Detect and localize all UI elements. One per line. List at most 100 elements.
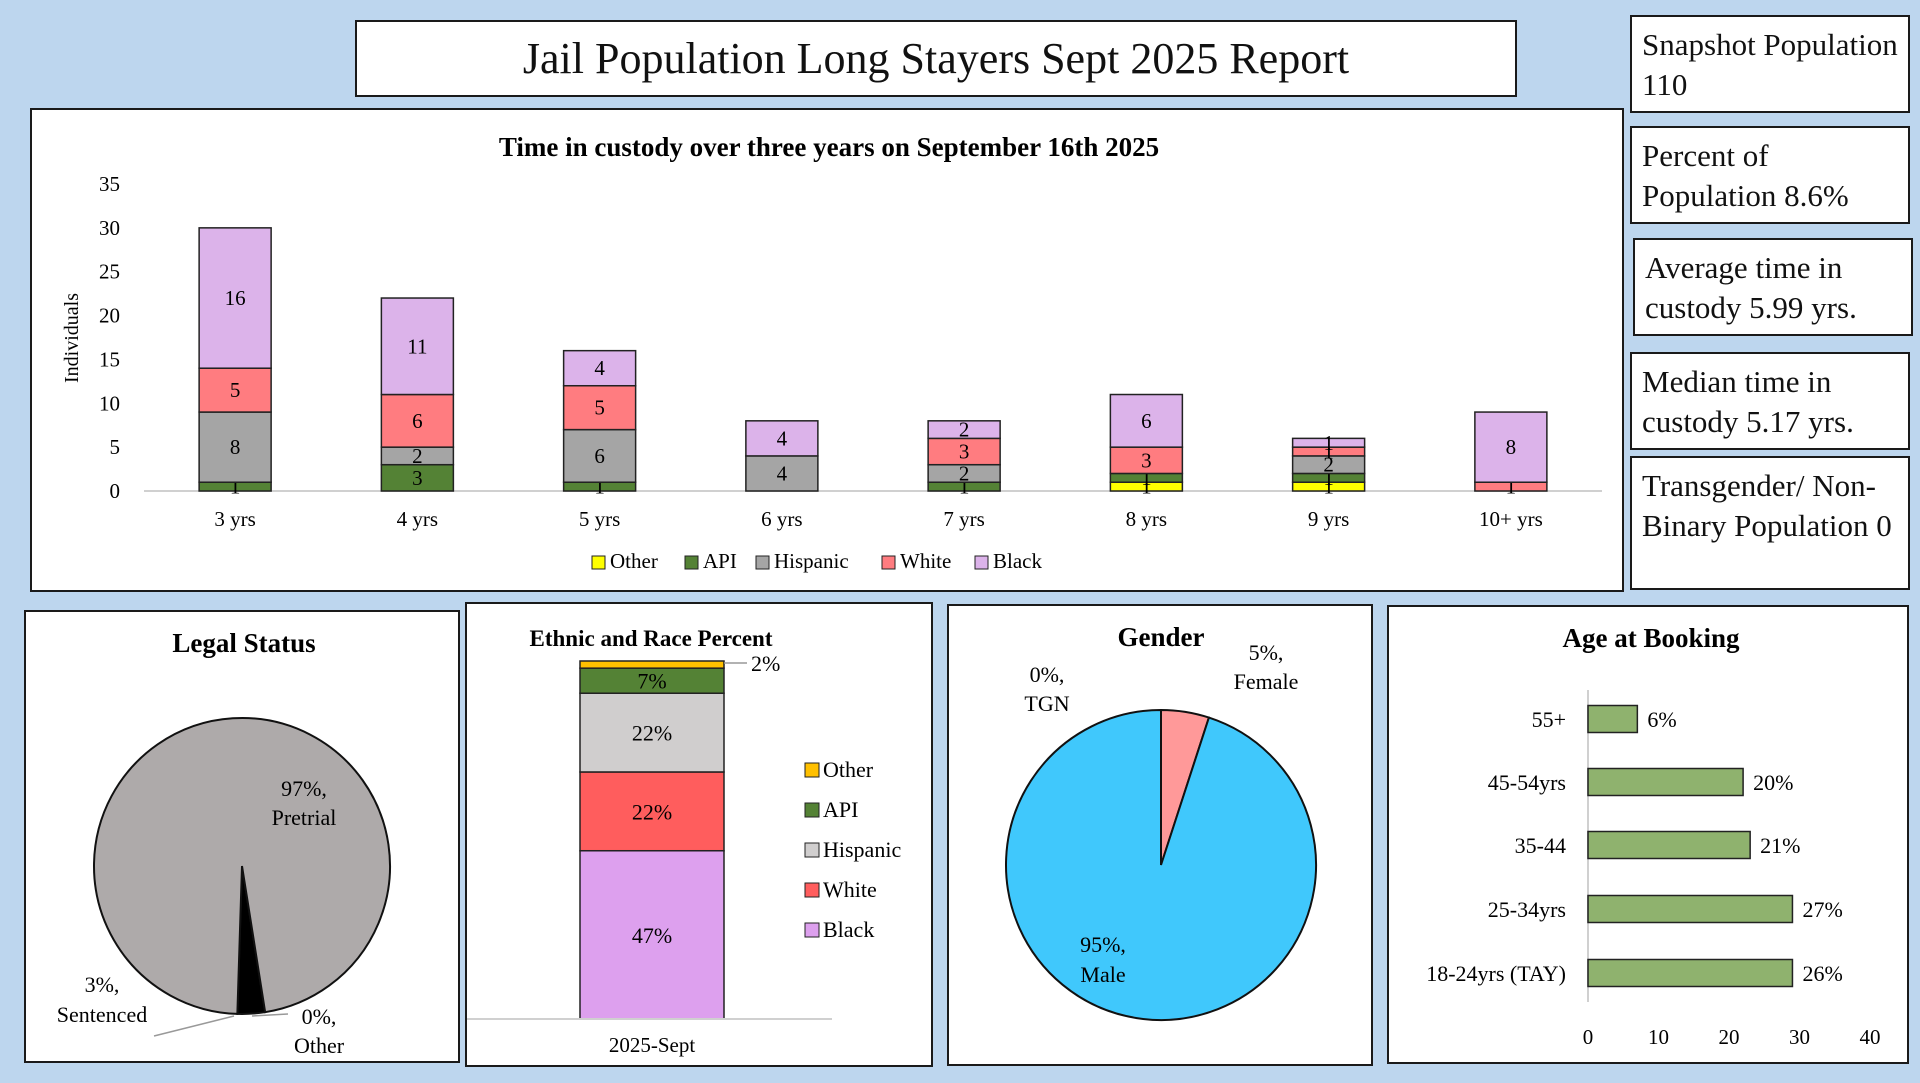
custody-bar-black xyxy=(198,227,272,369)
stat-average-text: Average time in custody 5.99 yrs. xyxy=(1645,250,1857,325)
stat-percent-text: Percent of Population 8.6% xyxy=(1642,138,1849,213)
custody-legend-label: Other xyxy=(610,549,658,573)
legal-status-title: Legal Status xyxy=(172,628,315,658)
legal-label-pretrial-pct: 97%, xyxy=(281,776,327,801)
custody-x-tick-label: 10+ yrs xyxy=(1479,507,1543,531)
custody-legend-swatch-other xyxy=(591,555,606,570)
custody-y-tick-label: 30 xyxy=(99,216,120,240)
custody-bar-data-label: 1 xyxy=(594,475,605,499)
custody-legend-swatch-api xyxy=(684,555,699,570)
custody-bar-data-label: 2 xyxy=(959,418,970,442)
age-x-tick-label: 40 xyxy=(1860,1025,1881,1049)
ethnic-bar-white xyxy=(579,771,725,852)
custody-y-tick-label: 10 xyxy=(99,391,120,415)
ethnic-race-title: Ethnic and Race Percent xyxy=(530,626,773,651)
custody-x-tick-label: 9 yrs xyxy=(1308,507,1349,531)
custody-bar-data-label: 1 xyxy=(1506,475,1517,499)
ethnic-bar-data-label: 22% xyxy=(632,799,672,824)
age-y-tick-label: 18-24yrs (TAY) xyxy=(1426,961,1566,986)
custody-bar-data-label: 1 xyxy=(1141,466,1152,490)
custody-bar-black xyxy=(562,349,637,387)
legal-label-sentenced-name: Sentenced xyxy=(57,1002,147,1027)
gender-label-tgn-pct: 0%, xyxy=(1030,662,1065,687)
gender-label-female-name: Female xyxy=(1234,669,1299,694)
custody-y-tick-label: 0 xyxy=(110,479,121,503)
age-bar-data-label: 20% xyxy=(1753,770,1793,795)
report-title-box: Jail Population Long Stayers Sept 2025 R… xyxy=(355,20,1517,97)
ethnic-legend-swatch-hispanic xyxy=(804,842,820,858)
age-x-tick-label: 30 xyxy=(1789,1025,1810,1049)
custody-bar-data-label: 6 xyxy=(1141,409,1152,433)
custody-bar-white xyxy=(562,384,637,431)
age-title: Age at Booking xyxy=(1562,623,1740,653)
custody-bar-data-label: 1 xyxy=(1141,475,1152,499)
custody-chart: Time in custody over three years on Sept… xyxy=(61,132,1602,573)
gender-label-female-pct: 5%, xyxy=(1249,640,1284,665)
stat-median-custody: Median time in custody 5.17 yrs. xyxy=(1630,352,1910,450)
custody-bar-white xyxy=(380,393,455,448)
custody-bar-hispanic xyxy=(198,411,272,483)
custody-bar-api xyxy=(380,463,455,492)
ethnic-legend-swatch-api xyxy=(804,802,820,818)
custody-bar-data-label: 4 xyxy=(777,461,788,485)
custody-bar-hispanic xyxy=(745,455,819,492)
custody-bar-data-label: 6 xyxy=(412,409,423,433)
legal-status-chart: Legal Status 97%, Pretrial 3%, Sentenced 0%, O… xyxy=(57,628,391,1058)
legal-label-pretrial-name: Pretrial xyxy=(272,805,337,830)
custody-bar-data-label: 2 xyxy=(959,461,970,485)
age-x-tick-label: 10 xyxy=(1648,1025,1669,1049)
age-chart: Age at Booking 55+ 6% 45-54yrs 20% 35-44 21% 25… xyxy=(1426,623,1881,1049)
stat-median-text: Median time in custody 5.17 yrs. xyxy=(1642,364,1854,439)
custody-bar-data-label: 8 xyxy=(1506,435,1517,459)
stat-transgender-text: Transgender/ Non-Binary Population 0 xyxy=(1642,468,1892,543)
custody-chart-panel: Time in custody over three years on Sept… xyxy=(30,108,1624,592)
age-bar-data-label: 21% xyxy=(1760,833,1800,858)
age-bar xyxy=(1587,894,1794,924)
age-bar-data-label: 26% xyxy=(1802,961,1842,986)
custody-bar-hispanic xyxy=(562,428,637,483)
custody-bar-data-label: 1 xyxy=(1323,466,1334,490)
ethnic-legend-swatch-black xyxy=(804,922,820,938)
custody-bar-data-label: 1 xyxy=(1323,440,1334,464)
legal-label-sentenced-pct: 3%, xyxy=(85,972,120,997)
custody-bar-black xyxy=(1291,437,1366,448)
stat-snapshot-text: Snapshot Population 110 xyxy=(1642,27,1898,102)
custody-bar-white xyxy=(927,437,1001,466)
custody-bar-data-label: 6 xyxy=(594,444,605,468)
custody-bar-data-label: 1 xyxy=(230,475,241,499)
custody-y-tick-label: 5 xyxy=(110,435,121,459)
custody-legend-label: API xyxy=(703,549,737,573)
ethnic-legend-swatch-white xyxy=(804,882,820,898)
custody-legend-label: Black xyxy=(993,549,1042,573)
ethnic-legend-swatch-other xyxy=(804,762,820,778)
custody-bar-data-label: 1 xyxy=(959,475,970,499)
age-y-tick-label: 25-34yrs xyxy=(1488,897,1566,922)
custody-bar-black xyxy=(380,297,455,396)
custody-legend-swatch-hispanic xyxy=(755,555,770,570)
gender-title: Gender xyxy=(1118,622,1205,652)
custody-bar-data-label: 5 xyxy=(594,396,605,420)
custody-bar-data-label: 3 xyxy=(959,440,970,464)
custody-x-tick-label: 6 yrs xyxy=(761,507,802,531)
legal-status-panel: Legal Status 97%, Pretrial 3%, Sentenced 0%, O… xyxy=(24,610,460,1063)
gender-slice-male xyxy=(1005,708,1317,1021)
report-title: Jail Population Long Stayers Sept 2025 R… xyxy=(522,34,1350,83)
custody-legend-swatch-black xyxy=(974,555,989,570)
age-bar-data-label: 27% xyxy=(1802,897,1842,922)
legal-label-other-pct: 0%, xyxy=(302,1004,337,1029)
age-panel: Age at Booking 55+ 6% 45-54yrs 20% 35-44 21% 25… xyxy=(1387,605,1909,1064)
custody-x-tick-label: 4 yrs xyxy=(397,507,438,531)
custody-x-tick-label: 7 yrs xyxy=(943,507,984,531)
legal-slice-pretrial xyxy=(93,717,391,1015)
gender-panel: Gender 95%, Male 5%, Female 0%, TGN xyxy=(947,604,1373,1066)
custody-y-axis-label: Individuals xyxy=(61,293,83,383)
ethnic-legend-label: API xyxy=(823,797,858,822)
age-y-tick-label: 55+ xyxy=(1532,707,1566,732)
custody-bar-data-label: 1 xyxy=(1323,475,1334,499)
custody-bar-data-label: 16 xyxy=(225,286,246,310)
gender-label-tgn-name: TGN xyxy=(1024,691,1069,716)
custody-chart-title: Time in custody over three years on Sept… xyxy=(499,132,1159,162)
stat-percent-population: Percent of Population 8.6% xyxy=(1630,126,1910,224)
stat-transgender-population: Transgender/ Non-Binary Population 0 xyxy=(1630,456,1910,590)
custody-bar-data-label: 3 xyxy=(412,466,423,490)
